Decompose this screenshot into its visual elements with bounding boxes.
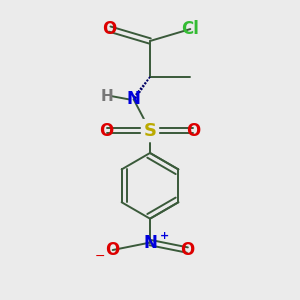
Text: S: S: [143, 122, 157, 140]
Text: O: O: [106, 241, 120, 259]
Text: O: O: [180, 241, 194, 259]
Text: O: O: [186, 122, 200, 140]
Text: S: S: [143, 122, 157, 140]
Text: H: H: [100, 89, 113, 104]
Text: +: +: [160, 231, 169, 241]
Text: Cl: Cl: [182, 20, 199, 38]
Text: N: N: [127, 90, 140, 108]
Text: N: N: [143, 234, 157, 252]
Text: O: O: [100, 122, 114, 140]
Text: O: O: [103, 20, 117, 38]
Text: −: −: [95, 250, 105, 262]
